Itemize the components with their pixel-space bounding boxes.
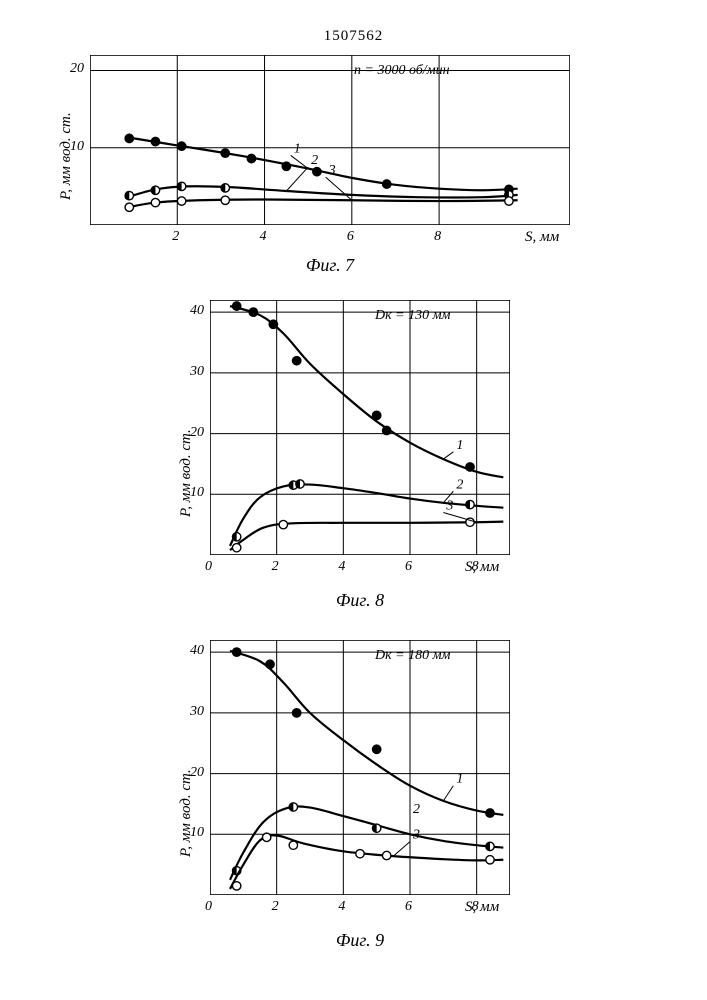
data-marker — [279, 520, 287, 528]
data-marker — [466, 463, 474, 471]
data-marker — [382, 426, 390, 434]
x-tick-label: 4 — [338, 899, 345, 915]
x-tick-label: 8 — [434, 229, 441, 245]
x-tick-label: 4 — [260, 229, 267, 245]
data-marker — [505, 197, 513, 205]
data-marker — [382, 851, 390, 859]
y-tick-label: 20 — [70, 61, 84, 77]
data-marker — [221, 184, 229, 192]
y-tick-label: 30 — [190, 704, 204, 720]
data-marker — [151, 186, 159, 194]
data-marker — [486, 842, 494, 850]
chart-annotation: Dк = 130 мм — [375, 308, 450, 324]
chart-annotation: n = 3000 об/мин — [354, 63, 450, 79]
series-label: 1 — [456, 438, 463, 453]
x-tick-label: 0 — [205, 899, 212, 915]
data-marker — [151, 137, 159, 145]
series-label: 2 — [413, 802, 420, 817]
data-marker — [151, 198, 159, 206]
data-marker — [372, 411, 380, 419]
data-marker — [486, 809, 494, 817]
series-label: 3 — [445, 499, 453, 514]
series-1-curve — [230, 651, 503, 815]
data-marker — [232, 533, 240, 541]
data-marker — [262, 833, 270, 841]
fig8-chart: 1 23 — [210, 300, 510, 555]
data-marker — [372, 824, 380, 832]
data-marker — [292, 709, 300, 717]
data-marker — [466, 500, 474, 508]
data-marker — [232, 648, 240, 656]
y-tick-label: 40 — [190, 303, 204, 319]
x-tick-label: 2 — [272, 899, 279, 915]
data-marker — [221, 196, 229, 204]
data-marker — [125, 134, 133, 142]
fig8-panel: 1 23 — [210, 300, 510, 555]
data-marker — [221, 149, 229, 157]
data-marker — [232, 302, 240, 310]
data-marker — [356, 850, 364, 858]
series-label: 1 — [456, 772, 463, 787]
data-marker — [289, 803, 297, 811]
data-marker — [177, 142, 185, 150]
fig7-chart: 123 — [90, 55, 570, 225]
data-marker — [177, 197, 185, 205]
y-axis-label: P, мм вод. ст. — [178, 769, 195, 857]
figure-caption: Фиг. 7 — [90, 255, 570, 276]
data-marker — [247, 154, 255, 162]
data-marker — [125, 203, 133, 211]
data-marker — [296, 480, 304, 488]
x-tick-label: 6 — [405, 559, 412, 575]
data-marker — [266, 660, 274, 668]
document-id: 1507562 — [0, 28, 707, 45]
series-label: 2 — [311, 153, 318, 168]
figure-caption: Фиг. 9 — [210, 930, 510, 951]
series-label: 2 — [456, 477, 463, 492]
data-marker — [232, 882, 240, 890]
x-tick-label: 4 — [338, 559, 345, 575]
y-tick-label: 30 — [190, 364, 204, 380]
y-axis-label: P, мм вод. ст. — [58, 112, 75, 200]
series-label: 3 — [412, 828, 420, 843]
x-axis-label: S, мм — [465, 899, 499, 916]
y-tick-label: 40 — [190, 643, 204, 659]
fig9-panel: 1 2 3 — [210, 640, 510, 895]
data-marker — [269, 320, 277, 328]
series-2-curve — [230, 806, 503, 879]
figure-caption: Фиг. 8 — [210, 590, 510, 611]
fig9-chart: 1 2 3 — [210, 640, 510, 895]
chart-annotation: Dк = 180 мм — [375, 648, 450, 664]
fig7-panel: 123 — [90, 55, 570, 225]
x-tick-label: 6 — [347, 229, 354, 245]
y-axis-label: P, мм вод. ст. — [178, 429, 195, 517]
series-3-curve — [230, 522, 503, 551]
x-axis-label: S, мм — [465, 559, 499, 576]
series-label: 1 — [294, 141, 301, 156]
data-marker — [282, 162, 290, 170]
data-marker — [383, 180, 391, 188]
x-tick-label: 6 — [405, 899, 412, 915]
data-marker — [289, 841, 297, 849]
data-marker — [372, 745, 380, 753]
data-marker — [486, 856, 494, 864]
series-2-curve — [230, 484, 503, 546]
x-tick-label: 2 — [272, 559, 279, 575]
x-tick-label: 2 — [172, 229, 179, 245]
data-marker — [177, 182, 185, 190]
x-axis-label: S, мм — [525, 229, 559, 246]
series-label: 3 — [328, 163, 336, 178]
data-marker — [125, 191, 133, 199]
data-marker — [313, 167, 321, 175]
data-marker — [249, 308, 257, 316]
x-tick-label: 0 — [205, 559, 212, 575]
data-marker — [292, 357, 300, 365]
data-marker — [232, 544, 240, 552]
